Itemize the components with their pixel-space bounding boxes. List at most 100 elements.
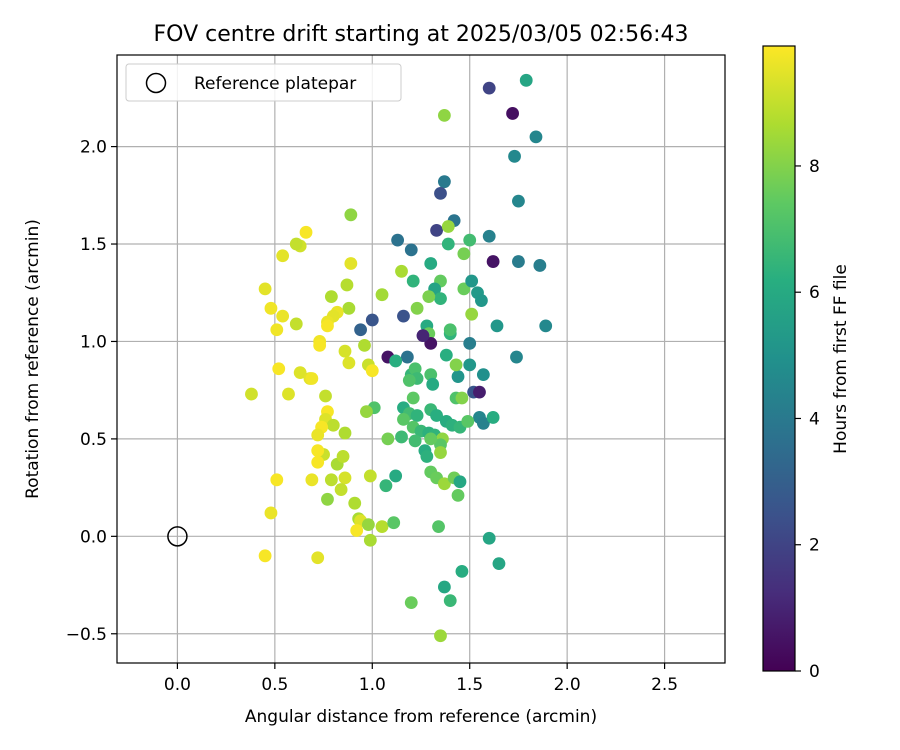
data-point [455,391,469,405]
data-point [311,551,325,565]
data-point [321,319,334,333]
data-point [404,243,418,257]
colorbar-tick-label: 8 [809,157,820,177]
data-point [361,518,375,532]
data-point [432,520,445,533]
data-point [408,434,422,448]
data-point [311,428,325,442]
data-point [305,473,319,487]
data-point [408,362,422,376]
data-point [441,220,455,233]
colorbar-tick-label: 6 [809,283,820,303]
data-point [293,366,307,380]
data-point [434,629,447,643]
data-point [344,208,358,222]
x-tick-label: 2.5 [651,675,678,695]
data-point [451,370,465,383]
x-axis-label: Angular distance from reference (arcmin) [245,707,597,727]
data-point [340,278,354,292]
data-point [529,130,543,144]
data-point [381,432,395,446]
x-tick-label: 0.0 [164,675,191,695]
data-point [463,337,477,350]
data-point [437,580,451,594]
data-point [363,469,377,483]
data-point [270,473,284,487]
data-point [437,477,451,491]
data-point [424,337,438,350]
data-point [512,194,525,208]
data-point [475,294,488,307]
y-tick-label: 1.5 [80,235,107,255]
data-point [289,317,303,331]
data-point [289,237,303,251]
data-point [457,282,471,296]
data-point [482,531,496,545]
legend-marker-reference [145,72,167,94]
data-point [510,350,523,364]
data-point [245,387,258,401]
data-point [404,596,418,609]
data-point [365,313,379,327]
x-tick-label: 1.0 [359,675,386,695]
data-point [422,290,436,304]
data-point [395,264,408,278]
data-point [465,307,479,321]
colorbar: 0 2 4 6 8 Hours from first FF file [762,45,851,682]
data-point [430,223,443,237]
data-point [482,229,496,243]
data-point [375,288,389,302]
data-point [324,473,338,487]
data-point [424,257,438,270]
colorbar-ticks: 0 2 4 6 8 [795,157,820,682]
data-point [344,257,358,270]
y-tick-label: 2.0 [80,138,107,158]
data-point [397,309,410,323]
data-point [258,282,272,296]
data-point [430,409,443,422]
data-point [365,364,379,378]
data-point [395,430,408,444]
data-point [350,524,364,537]
data-point [443,323,457,337]
data-point [486,411,500,424]
data-point [338,344,352,358]
plot-frame [116,54,726,664]
data-point [264,506,278,520]
data-point [336,450,350,463]
data-point [473,385,486,399]
data-point [313,338,327,352]
data-point [354,323,367,337]
y-axis-ticks: −0.5 0.0 0.5 1.0 1.5 2.0 [66,138,117,645]
data-point [379,479,393,493]
data-point [424,368,438,381]
data-point [363,533,377,547]
data-point [276,249,290,263]
data-point [406,274,420,288]
data-point [533,259,547,272]
data-point [519,73,533,87]
data-point [455,565,469,578]
colorbar-frame [762,45,796,672]
data-point [338,471,352,485]
data-point [321,492,334,506]
data-point [319,389,332,403]
data-point [264,301,278,315]
data-point [453,475,467,489]
data-point [490,319,504,333]
x-axis-ticks: 0.0 0.5 1.0 1.5 2.0 2.5 [164,663,678,695]
data-point [482,81,496,95]
colorbar-tick-label: 0 [809,662,820,682]
y-tick-label: 0.5 [80,430,107,450]
data-point [410,301,424,315]
data-point [476,416,490,430]
chart-title: FOV centre drift starting at 2025/03/05 … [154,22,689,47]
data-point [449,358,463,372]
data-point [282,387,295,401]
data-point [437,109,451,122]
data-point [441,237,455,251]
data-point [305,372,319,385]
x-tick-label: 2.0 [554,675,581,695]
y-tick-label: 0.0 [80,527,107,547]
